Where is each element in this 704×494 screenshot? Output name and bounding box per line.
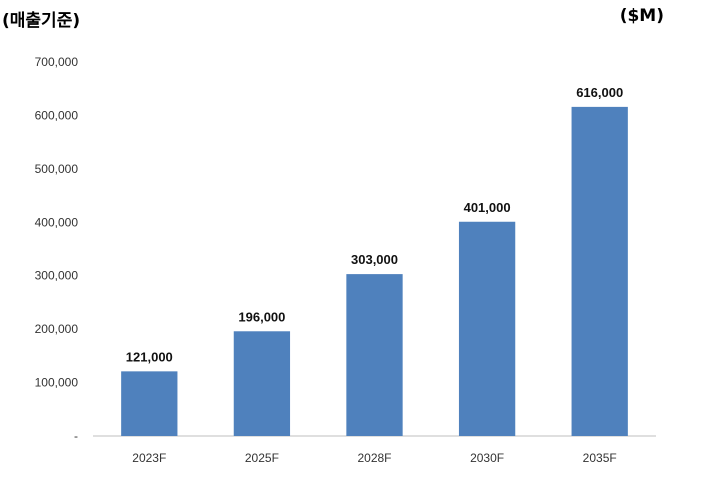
bar	[121, 371, 178, 436]
data-label: 196,000	[238, 309, 285, 324]
y-tick-label: 600,000	[35, 108, 79, 122]
y-tick-label: 100,000	[35, 376, 79, 390]
y-tick-label: 200,000	[35, 322, 79, 336]
data-label: 303,000	[351, 252, 398, 267]
data-label: 616,000	[576, 85, 623, 100]
x-tick-label: 2030F	[470, 451, 504, 465]
bar	[458, 221, 516, 436]
x-tick-label: 2035F	[583, 451, 617, 465]
y-tick-label: -	[74, 429, 78, 443]
x-tick-label: 2023F	[132, 451, 166, 465]
bar	[346, 274, 403, 436]
unit-label: ($M)	[619, 6, 664, 26]
y-tick-label: 700,000	[35, 55, 79, 69]
bar	[233, 331, 291, 436]
data-label: 401,000	[464, 200, 511, 215]
y-tick-label: 300,000	[35, 269, 79, 283]
bar	[571, 106, 628, 436]
x-tick-label: 2025F	[245, 451, 279, 465]
basis-label: (매출기준)	[2, 11, 81, 31]
y-tick-label: 500,000	[35, 162, 79, 176]
y-tick-label: 400,000	[35, 215, 79, 229]
data-label: 121,000	[126, 349, 173, 364]
x-tick-label: 2028F	[357, 451, 391, 465]
